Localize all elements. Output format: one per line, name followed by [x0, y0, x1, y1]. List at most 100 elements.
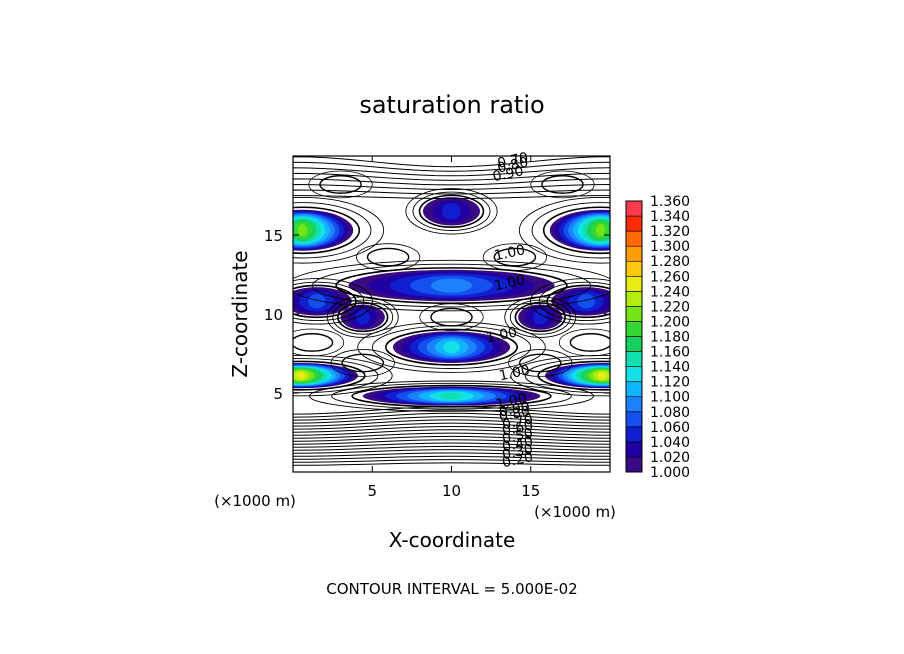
colorbar-swatch — [625, 275, 643, 292]
contour-label: 0.80 — [498, 403, 532, 425]
contour-ring-2-2 — [293, 196, 385, 264]
contour-line-lower-12 — [293, 422, 610, 430]
colorbar-label: 1.160 — [650, 345, 690, 361]
x-axis: 5 10 15 — [367, 156, 540, 500]
contour-line-lower-10 — [293, 429, 610, 436]
contour-label: 0.80 — [496, 155, 530, 177]
saturation-region-10-level-12 — [597, 372, 607, 380]
x-tick-label: 15 — [521, 482, 540, 500]
colorbar-label: 1.300 — [650, 239, 690, 255]
colorbar-swatch — [625, 366, 643, 382]
contour-labels: 0.700.800.901.001.001.001.001.000.900.80… — [485, 150, 535, 472]
contour-ring-11-2 — [309, 380, 594, 412]
contour-label: 0.40 — [501, 433, 535, 455]
colorbar-swatch — [625, 381, 643, 398]
contour-label: 1.00 — [493, 242, 527, 264]
colorbar-label: 1.000 — [650, 465, 690, 481]
x-axis-label: X-coordinate — [389, 528, 516, 552]
saturation-region-0-level-2 — [441, 203, 462, 220]
dry-pocket-contour-6 — [518, 353, 562, 373]
contour-line-upper-0 — [293, 195, 610, 200]
contour-line-upper-5 — [293, 167, 610, 177]
contour-ring-7-0 — [514, 302, 566, 333]
saturation-region-5-level-3 — [577, 294, 595, 309]
contour-line-lower-6 — [293, 442, 610, 448]
contour-label: 1.00 — [494, 391, 528, 413]
contour-ring-7-2 — [504, 296, 577, 338]
contour-interval-note: CONTOUR INTERVAL = 5.000E-02 — [326, 580, 577, 598]
dry-pocket-contour-outer-2 — [355, 243, 421, 271]
contour-line-lower-7 — [293, 439, 610, 445]
colorbar-label: 1.020 — [650, 450, 690, 466]
contour-line-lower-4 — [293, 449, 610, 454]
contour-label: 0.60 — [501, 418, 535, 440]
contour-line-lower-2 — [293, 455, 610, 460]
dry-pocket-contour-outer-5 — [330, 349, 395, 377]
colorbar-swatch — [625, 456, 643, 473]
contour-lines — [293, 156, 610, 466]
contour-ring-6-0 — [337, 302, 389, 333]
contour-line-upper-4 — [293, 172, 610, 181]
colorbar-label: 1.360 — [650, 194, 690, 210]
contour-ring-4-0 — [293, 284, 357, 319]
contour-label: 0.90 — [498, 399, 532, 421]
colorbar-label: 1.100 — [650, 390, 690, 406]
contour-ring-2-1 — [293, 202, 372, 259]
dry-pocket-contour-outer-8 — [558, 328, 610, 357]
dry-pocket-contour-0 — [319, 175, 362, 194]
heatmap-field — [293, 197, 610, 406]
colorbar-swatch — [625, 230, 643, 247]
dry-pocket-contour-2 — [366, 247, 410, 267]
contour-label: 1.00 — [485, 324, 519, 346]
dry-pocket-contour-1 — [541, 175, 584, 194]
contour-ring-3-0 — [542, 206, 610, 255]
contour-ring-1-0 — [335, 267, 568, 305]
contour-line-upper-1 — [293, 189, 610, 195]
x-tick-label: 10 — [442, 482, 461, 500]
contour-ring-5-1 — [538, 281, 610, 322]
colorbar: 1.0001.0201.0401.0601.0801.1001.1201.140… — [625, 194, 690, 481]
contour-ring-10-1 — [524, 358, 610, 394]
contour-ring-10-0 — [537, 360, 610, 391]
colorbar-swatch — [625, 306, 643, 322]
contour-ring-0-0 — [418, 194, 485, 229]
contour-line-upper-7 — [293, 156, 610, 168]
contour-line-lower-16 — [293, 409, 610, 418]
colorbar-label: 1.320 — [650, 224, 690, 240]
colorbar-swatch — [625, 336, 643, 352]
x-units-right: (×1000 m) — [534, 503, 616, 521]
contour-ring-3-2 — [518, 196, 610, 264]
contour-ring-0-2 — [405, 188, 498, 235]
colorbar-swatch — [625, 200, 643, 217]
saturation-region-8-level-6 — [443, 341, 460, 354]
y-axis: 5 10 15 — [264, 227, 610, 403]
colorbar-label: 1.280 — [650, 254, 690, 270]
saturation-region-7-level-2 — [532, 309, 548, 325]
contour-label: 0.50 — [501, 425, 535, 447]
colorbar-swatch — [625, 245, 643, 262]
saturation-region-3-level-10 — [595, 224, 606, 237]
contour-ring-11-1 — [331, 382, 572, 410]
colorbar-swatch — [625, 215, 643, 232]
dry-pocket-contour-3 — [493, 247, 537, 267]
colorbar-swatch — [625, 441, 643, 458]
contour-label: 0.70 — [501, 411, 535, 433]
dry-pocket-contour-outer-1 — [530, 170, 595, 199]
contour-label: 0.70 — [496, 150, 530, 172]
contour-line-upper-2 — [293, 183, 610, 190]
colorbar-label: 1.340 — [650, 209, 690, 225]
contour-line-lower-13 — [293, 419, 610, 427]
contour-label: 1.00 — [493, 272, 527, 294]
contour-label: 0.20 — [501, 449, 535, 471]
contour-ring-7-1 — [509, 299, 571, 335]
contour-line-lower-1 — [293, 459, 610, 463]
colorbar-label: 1.080 — [650, 405, 690, 421]
contour-ring-11-0 — [351, 384, 552, 408]
contour-label: 1.00 — [498, 362, 532, 384]
colorbar-label: 1.180 — [650, 330, 690, 346]
contour-ring-3-1 — [531, 202, 610, 259]
saturation-region-6-level-2 — [355, 309, 371, 325]
colorbar-swatch — [625, 291, 643, 307]
contour-ring-4-1 — [293, 281, 365, 322]
colorbar-label: 1.260 — [650, 269, 690, 285]
